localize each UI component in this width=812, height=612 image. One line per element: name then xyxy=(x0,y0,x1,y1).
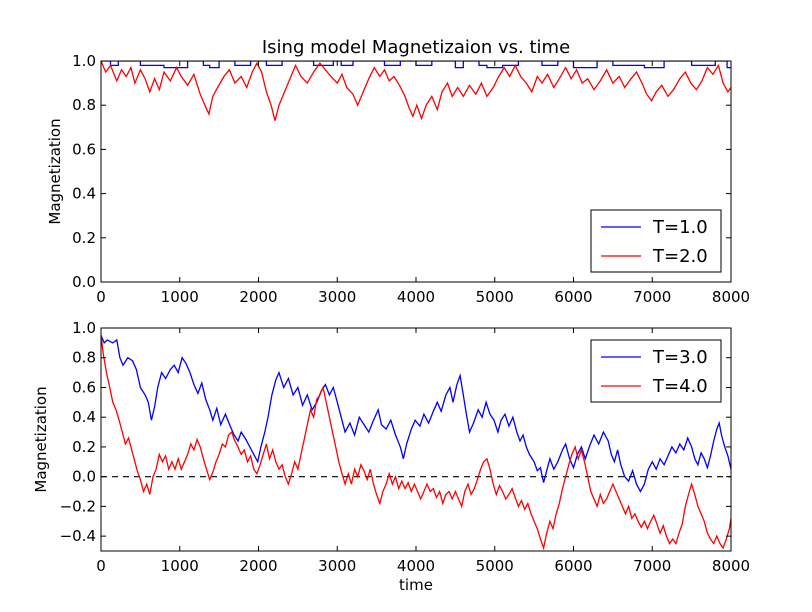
y-tick-label: 0.8 xyxy=(72,96,96,114)
chart-2: 0 1000 2000 3000 4000 5000 6000 7000 8000 −0.4 −0.… xyxy=(32,319,750,594)
legend-box xyxy=(590,209,722,273)
plot-area xyxy=(101,61,731,121)
x-tick-label: 4000 xyxy=(397,557,435,575)
y-axis-label: Magnetization xyxy=(46,118,64,224)
legend-label: T=1.0 xyxy=(652,217,708,238)
y-tick-label: −0.4 xyxy=(60,527,96,545)
chart-1: 0 1000 2000 3000 4000 5000 6000 7000 8000 0.0 0.2 0… xyxy=(46,37,750,306)
series-line-t-4-0 xyxy=(101,335,731,551)
y-tick-label: 0.6 xyxy=(72,140,96,158)
x-tick-label: 0 xyxy=(96,557,106,575)
legend: T=1.0 T=2.0 xyxy=(590,209,722,273)
x-tick-label: 3000 xyxy=(318,288,356,306)
x-axis-label: time xyxy=(399,576,433,594)
x-tick-label: 7000 xyxy=(633,557,671,575)
legend: T=3.0 T=4.0 xyxy=(590,339,722,403)
y-tick-label: 1.0 xyxy=(72,319,96,337)
y-tick-label: 0.4 xyxy=(72,185,96,203)
x-tick-label: 5000 xyxy=(476,288,514,306)
legend-label: T=2.0 xyxy=(652,246,708,267)
series-line-t-3-0 xyxy=(101,335,731,493)
y-tick-label: 0.2 xyxy=(72,229,96,247)
y-tick-label: 0.4 xyxy=(72,408,96,426)
y-tick-label: 0.8 xyxy=(72,349,96,367)
y-tick-label: 0.0 xyxy=(72,468,96,486)
plot-area xyxy=(101,335,731,551)
x-tick-label: 3000 xyxy=(318,557,356,575)
x-tick-label: 2000 xyxy=(239,288,277,306)
x-tick-label: 8000 xyxy=(712,557,750,575)
y-tick-label: 0.6 xyxy=(72,378,96,396)
x-tick-label: 4000 xyxy=(397,288,435,306)
series-line-t-1-0 xyxy=(101,61,731,69)
x-tick-label: 6000 xyxy=(554,557,592,575)
x-tick-label: 6000 xyxy=(554,288,592,306)
x-tick-label: 0 xyxy=(96,288,106,306)
chart-title: Ising model Magnetizaion vs. time xyxy=(262,37,570,58)
legend-label: T=4.0 xyxy=(652,376,708,397)
y-tick-label: 1.0 xyxy=(72,52,96,70)
y-tick-label: 0.0 xyxy=(72,273,96,291)
x-tick-label: 8000 xyxy=(712,288,750,306)
y-axis-label: Magnetization xyxy=(32,386,50,492)
x-tick-label: 2000 xyxy=(239,557,277,575)
x-tick-label: 7000 xyxy=(633,288,671,306)
y-tick-label: 0.2 xyxy=(72,438,96,456)
x-tick-label: 5000 xyxy=(476,557,514,575)
legend-box xyxy=(590,339,722,403)
y-tick-label: −0.2 xyxy=(60,497,96,515)
legend-label: T=3.0 xyxy=(652,347,708,368)
x-tick-label: 1000 xyxy=(161,288,199,306)
series-line-t-2-0 xyxy=(101,61,731,121)
x-tick-label: 1000 xyxy=(161,557,199,575)
